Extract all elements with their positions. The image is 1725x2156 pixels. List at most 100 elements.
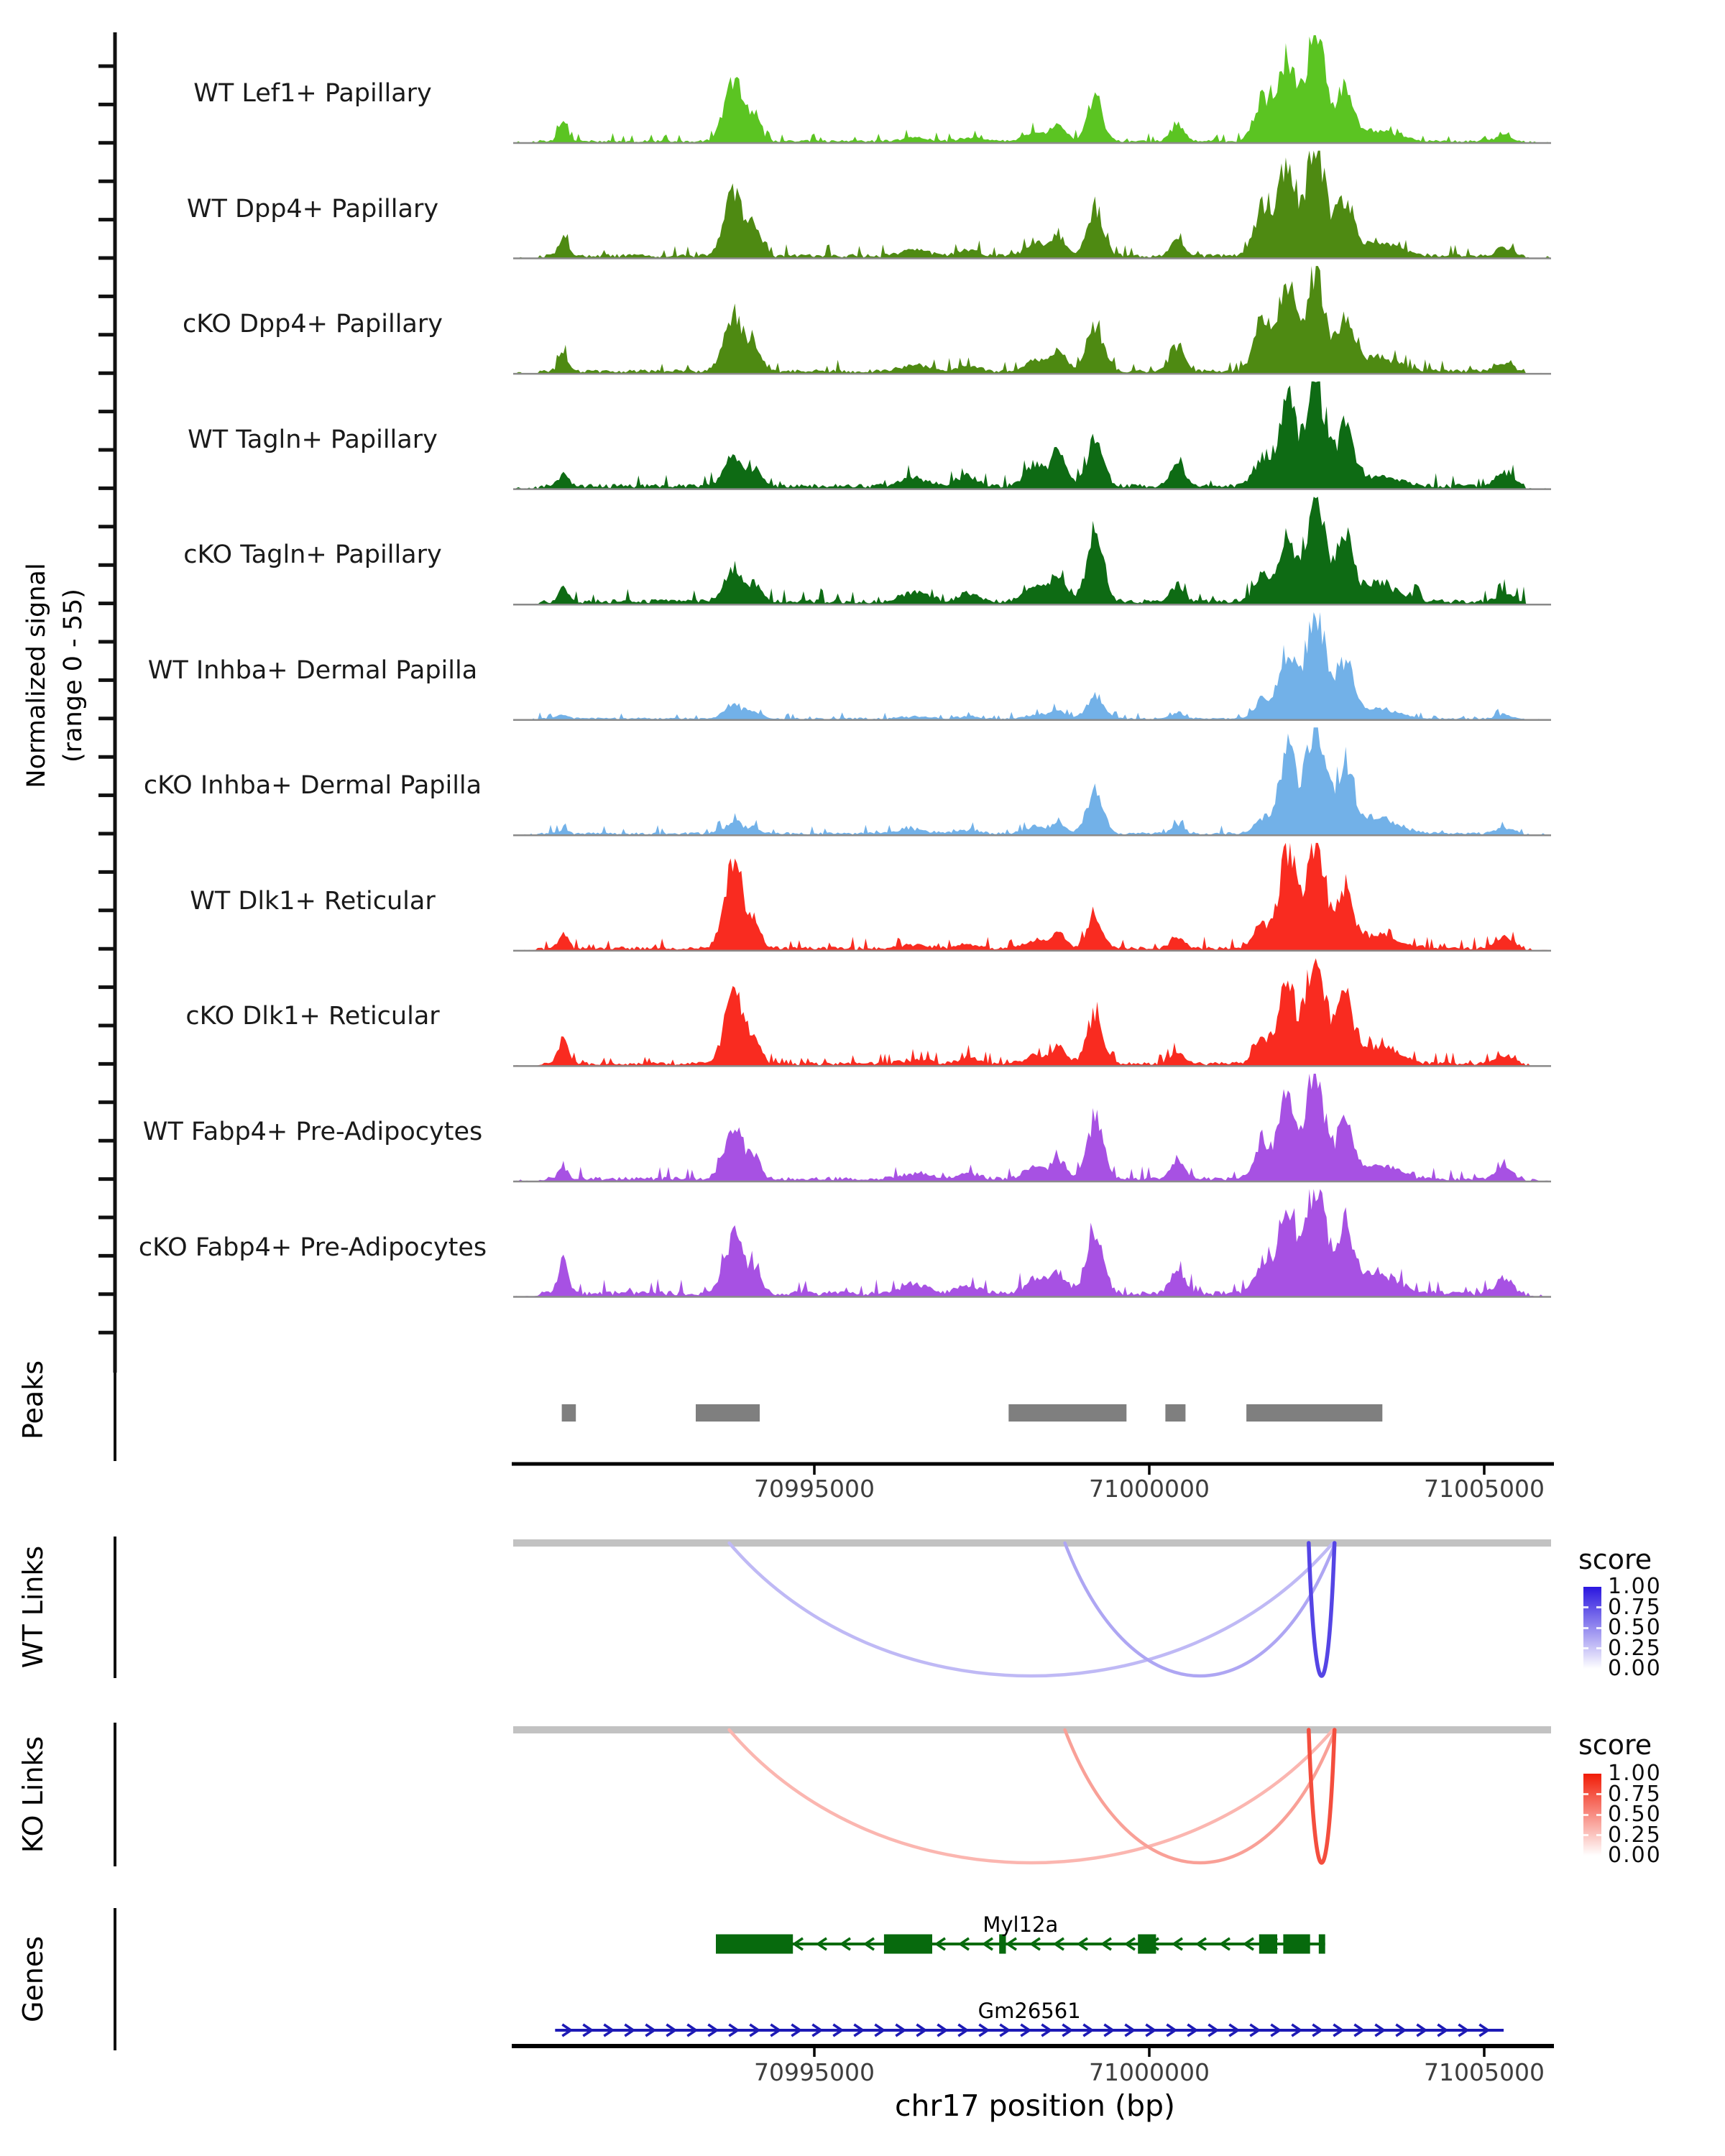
gene-strand-arrow-icon (1103, 2023, 1116, 2037)
score-legend-tick (1596, 1793, 1601, 1795)
gene-strand-arrow-icon (791, 2023, 803, 2037)
score-legend-value: 1.00 (1608, 1574, 1662, 1599)
gene-strand-arrow-icon (1076, 1937, 1088, 1951)
gene-name-label: Myl12a (983, 1912, 1059, 1937)
signal-track-label: WT Dpp4+ Papillary (186, 194, 439, 224)
gene-strand-arrow-icon (1041, 2023, 1053, 2037)
signal-area-track-8 (513, 958, 1551, 1067)
gene-strand-arrow-icon (874, 2023, 886, 2037)
score-legend-tick (1583, 1813, 1588, 1816)
gene-strand-arrow-icon (1242, 1937, 1254, 1951)
gene-strand-arrow-icon (916, 2023, 928, 2037)
signal-area-track-5 (513, 612, 1551, 720)
links-region-bar (513, 1539, 1551, 1547)
score-legend-value: 1.00 (1608, 1761, 1662, 1786)
gene-strand-arrow-icon (957, 2023, 970, 2037)
gene-strand-arrow-icon (978, 2023, 990, 2037)
gene-strand-arrow-icon (603, 2023, 615, 2037)
gene-strand-arrow-icon (1218, 1937, 1230, 1951)
gene-strand-arrow-icon (1291, 2023, 1303, 2037)
gene-strand-arrow-icon (1478, 2023, 1491, 2037)
gene-strand-arrow-icon (1123, 1937, 1136, 1951)
gene-strand-arrow-icon (934, 1937, 946, 1951)
gene-strand-arrow-icon (728, 2023, 740, 2037)
x-axis-tick-label: 70995000 (754, 2058, 875, 2086)
gene-strand-arrow-icon (1187, 2023, 1199, 2037)
gene-strand-arrow-icon (1124, 2023, 1136, 2037)
score-legend-value: 0.75 (1608, 1781, 1662, 1807)
gene-strand-arrow-icon (839, 1937, 851, 1951)
x-axis-tick-label: 71000000 (1089, 2058, 1210, 2086)
gene-strand-arrow-icon (1005, 1937, 1017, 1951)
gene-strand-arrow-icon (1145, 2023, 1157, 2037)
section-label-peaks: Peaks (17, 1360, 49, 1440)
gene-exon (1138, 1934, 1156, 1954)
score-legend-tick (1596, 1647, 1601, 1649)
link-arc (1063, 1541, 1337, 1678)
links-region-bar (513, 1726, 1551, 1733)
score-legend-tick (1596, 1813, 1601, 1816)
gene-exon (1283, 1934, 1310, 1954)
gene-name-label: Gm26561 (978, 1999, 1081, 2023)
gene-strand-arrow-icon (1333, 2023, 1345, 2037)
gene-strand-arrow-icon (1228, 2023, 1241, 2037)
link-arc (727, 1541, 1335, 1678)
score-legend-value: 0.00 (1608, 1656, 1662, 1681)
gene-strand-arrow-icon (1312, 2023, 1324, 2037)
gene-strand-arrow-icon (686, 2023, 699, 2037)
gene-strand-arrow-icon (811, 2023, 824, 2037)
link-arc (1063, 1728, 1337, 1865)
gene-strand-arrow-icon (770, 2023, 782, 2037)
gene-strand-arrow-icon (1208, 2023, 1220, 2037)
signal-track-label: WT Inhba+ Dermal Papilla (147, 655, 478, 685)
gene-strand-arrow-icon (749, 2023, 761, 2037)
signal-track-label: cKO Dpp4+ Papillary (183, 310, 443, 339)
gene-strand-arrow-icon (1166, 2023, 1178, 2037)
peak-box (1246, 1404, 1383, 1422)
x-axis-tick-label: 71000000 (1089, 1475, 1210, 1503)
x-axis-title: chr17 position (bp) (894, 2088, 1176, 2123)
score-legend-tick (1583, 1793, 1588, 1795)
signal-track-label: cKO Inhba+ Dermal Papilla (143, 771, 482, 801)
section-label-ko-links: KO Links (17, 1736, 49, 1853)
score-legend-tick (1596, 1834, 1601, 1836)
score-legend-tick (1583, 1626, 1588, 1629)
signal-track-label: WT Fabp4+ Pre-Adipocytes (142, 1117, 483, 1146)
gene-strand-arrow-icon (1100, 1937, 1112, 1951)
section-label-genes: Genes (17, 1935, 49, 2023)
signal-track-label: cKO Tagln+ Papillary (183, 540, 442, 570)
signal-area-track-6 (513, 727, 1551, 836)
gene-strand-arrow-icon (1353, 2023, 1366, 2037)
score-legend-value: 0.75 (1608, 1594, 1662, 1620)
gene-strand-arrow-icon (1395, 2023, 1407, 2037)
signal-area-track-1 (513, 150, 1551, 259)
score-legend-value: 0.00 (1608, 1843, 1662, 1868)
signal-area-track-10 (513, 1189, 1551, 1297)
peak-box (696, 1404, 760, 1422)
gene-strand-arrow-icon (999, 2023, 1011, 2037)
score-legend-tick (1583, 1647, 1588, 1649)
signal-y-axis-title-line1: Normalized signal (22, 563, 51, 788)
x-axis-tick-label: 71005000 (1424, 2058, 1545, 2086)
signal-area-track-2 (513, 266, 1551, 374)
signal-area-track-4 (513, 497, 1551, 605)
gene-strand-arrow-icon (1195, 1937, 1207, 1951)
gene-exon (883, 1934, 932, 1954)
signal-area-track-3 (513, 381, 1551, 489)
gene-strand-arrow-icon (1270, 2023, 1282, 2037)
gene-strand-arrow-icon (1458, 2023, 1470, 2037)
gene-strand-arrow-icon (1062, 2023, 1074, 2037)
gene-strand-arrow-icon (1020, 2023, 1032, 2037)
signal-area-track-7 (513, 842, 1551, 951)
link-arc (1307, 1728, 1337, 1865)
gene-strand-arrow-icon (582, 2023, 594, 2037)
gene-strand-arrow-icon (1416, 2023, 1428, 2037)
gene-strand-arrow-icon (1374, 2023, 1386, 2037)
gene-strand-arrow-icon (1052, 1937, 1064, 1951)
gene-strand-arrow-icon (937, 2023, 949, 2037)
score-legend-tick (1596, 1626, 1601, 1629)
score-legend-tick (1596, 1606, 1601, 1608)
gene-strand-arrow-icon (957, 1937, 970, 1951)
x-axis-tick-label: 71005000 (1424, 1475, 1545, 1503)
